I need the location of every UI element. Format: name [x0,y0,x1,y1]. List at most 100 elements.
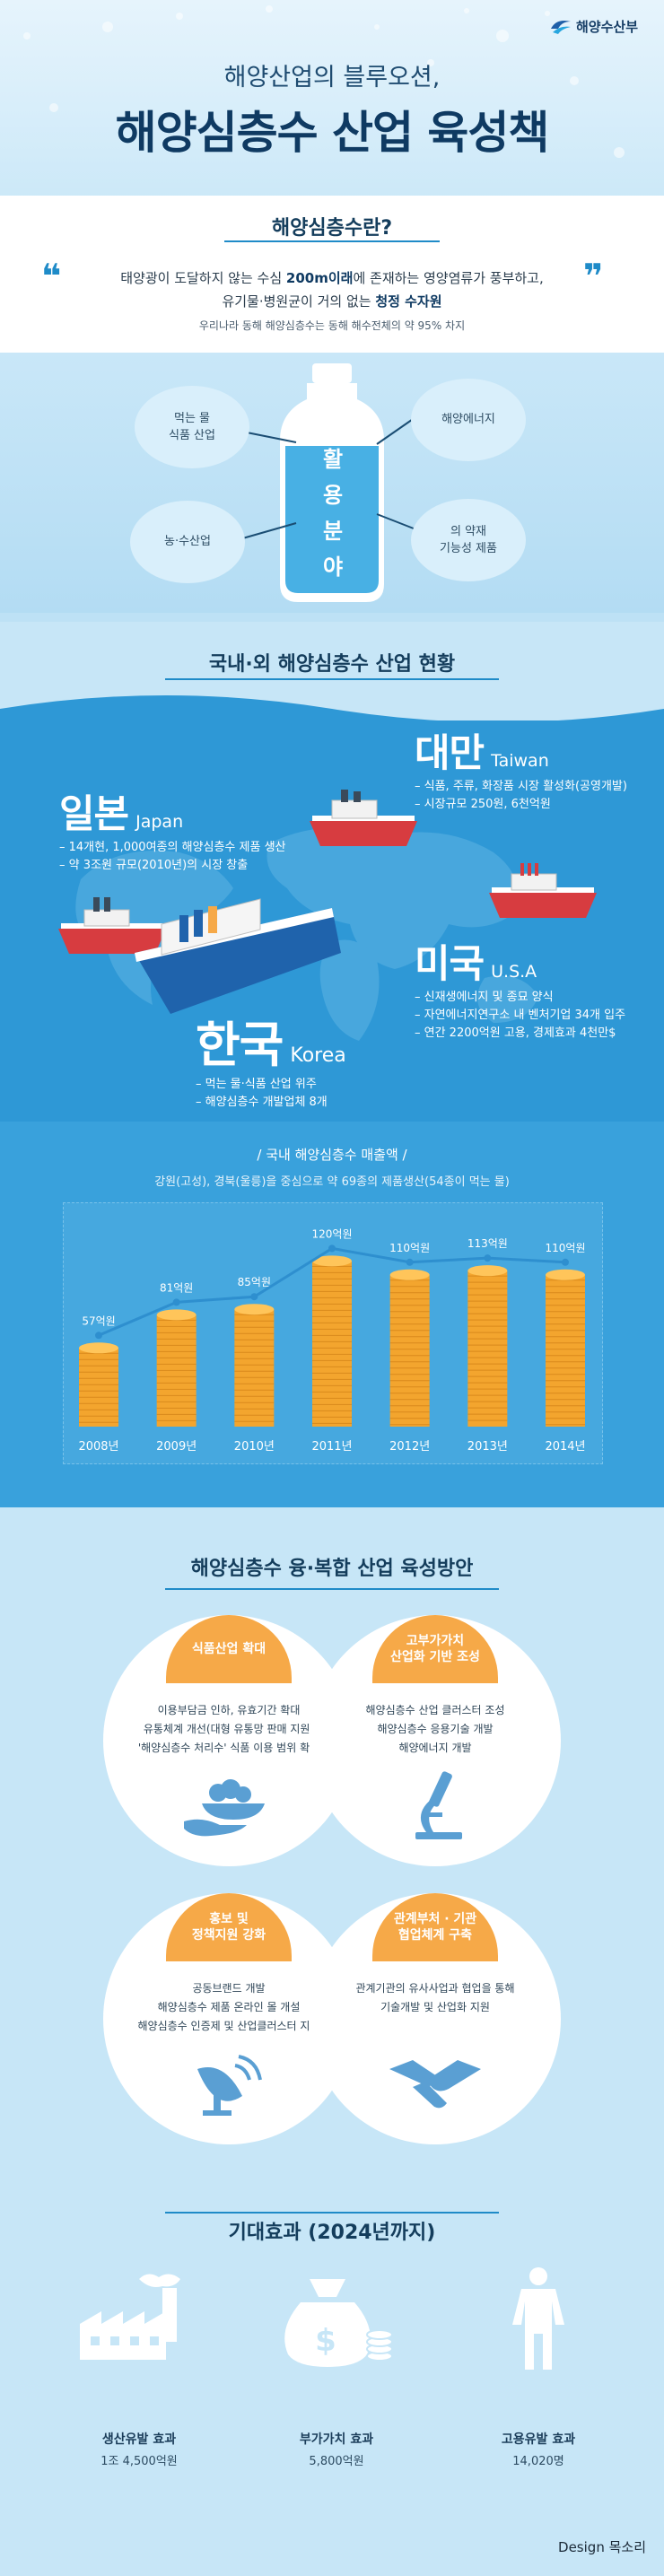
effects-title: 기대효과 (2024년까지) [228,2222,436,2244]
country-usa-line: – 자연에너지연구소 내 벤처기업 34개 입주 [415,1009,626,1023]
title-underline [165,1588,499,1590]
chart-bar [312,1255,352,1427]
intro-band [0,196,664,353]
chart-point [562,1258,569,1266]
chart-point [484,1254,492,1262]
quote-close-icon: ❞ [583,257,604,296]
chart-bar [389,1269,430,1427]
chart-data-label: 110억원 [546,1242,586,1254]
header-subtitle: 해양산업의 블루오션, [223,64,441,92]
effect-value: 1조 4,500억원 [100,2455,178,2468]
spray-decoration [23,5,625,158]
chart-point [328,1244,336,1253]
quote-open-icon: ❝ [41,257,62,296]
sales-desc: 강원(고성), 경북(울릉)을 중심으로 약 69종의 제품생산(54종이 먹는… [154,1175,510,1189]
chart-bar [79,1342,118,1427]
country-korea: 한국 Korea – 먹는 물·식품 산업 위주 – 해양심층수 개발업체 8개 [196,1005,346,1112]
ship-japan-icon [58,897,166,954]
strategy-title: 해양심층수 융·복합 산업 육성방안 [190,1558,474,1580]
header-section [0,0,664,206]
usage-item-energy: 해양에너지 [411,379,526,461]
country-usa: 미국 U.S.A – 신재생에너지 및 종묘 양식 – 자연에너지연구소 내 벤처… [415,933,625,1043]
sales-title: / 국내 해양심층수 매출액 / [257,1147,407,1163]
chart-bar [467,1265,508,1427]
country-usa-line: – 연간 2200억원 고용, 경제효과 4천만$ [415,1026,616,1041]
ministry-emblem-icon [551,21,571,34]
usage-item-medicine: 의 약재 기능성 제품 [411,499,526,581]
strategy-panel: 관계부처 · 기관 협업체계 구축 관계기관의 유사사업과 협업을 통해 기술개… [310,1893,561,2144]
ship-taiwan-icon [310,790,417,846]
status-wave [0,695,664,736]
usage-bottle-svg [280,363,384,602]
country-taiwan-line: – 시장규모 250원, 6천억원 [415,798,551,812]
usage-connectors [232,415,419,542]
usage-item-agri: 농·수산업 [130,501,245,583]
country-japan-line: – 14개현, 1,000여종의 해양심층수 제품 생산 [59,841,286,854]
country-korea-name: 한국 [196,1017,284,1073]
effect-item: 고용유발 효과 14,020명 [449,2430,628,2468]
design-credit: Design 목소리 [558,2539,646,2555]
effect-label: 부가가치 효과 [299,2432,374,2447]
country-korea-line: – 먹는 물·식품 산업 위주 [196,1078,317,1091]
chart-data-label: 81억원 [160,1281,193,1294]
clean-highlight: 청정 수자원 [375,293,442,310]
effect-value: 5,800억원 [309,2455,364,2468]
ship-korea-icon [135,898,341,1014]
hand-bowl-icon [184,1779,265,1837]
title-underline [224,240,440,242]
chart-data-label: 57억원 [82,1314,115,1327]
country-usa-line: – 신재생에너지 및 종묘 양식 [415,991,554,1004]
brand-logo[interactable]: 해양수산부 [549,16,638,36]
effect-label: 고용유발 효과 [501,2432,576,2447]
chart-point [250,1293,258,1301]
page-title: 해양심층수 산업 육성책 [115,107,550,159]
title-underline [165,678,499,680]
money-bag-icon: $ [284,2279,393,2367]
country-usa-name: 미국 [415,942,485,987]
sales-chart: 57억원 2008년 81억원 2009년 85억원 2010년 120억원 2011년 110… [78,1227,586,1454]
chart-x-tick: 2008년 [78,1440,118,1454]
effect-item: 부가가치 효과 5,800억원 [247,2430,426,2468]
svg-text:$: $ [315,2323,336,2359]
chart-x-tick: 2013년 [467,1440,508,1454]
definition-text: 태양광이 도달하지 않는 수심 200m이래에 존재하는 영양염류가 풍부하고,… [81,267,583,335]
satellite-dish-icon [197,2055,262,2116]
chart-point [172,1298,180,1306]
effect-label: 생산유발 효과 [101,2432,177,2447]
depth-highlight: 200m이래 [285,270,354,286]
effect-value: 14,020명 [512,2455,564,2468]
chart-bar [546,1269,585,1427]
country-japan-line: – 약 3조원 규모(2010년)의 시장 창출 [59,859,249,873]
bottle-label: 활 용 분 야 [323,447,344,580]
chart-bar [156,1309,197,1427]
microscope-icon [415,1771,462,1839]
chart-point [95,1332,102,1340]
country-japan-name: 일본 [59,792,129,837]
worker-icon [512,2267,564,2370]
country-usa-en: U.S.A [491,962,537,982]
country-taiwan: 대만 Taiwan – 식품, 주류, 화장품 시장 활성화(공영개발) – 시장… [415,722,627,814]
chart-x-tick: 2012년 [389,1440,430,1454]
chart-point [406,1258,414,1266]
chart-data-label: 85억원 [238,1276,271,1288]
usage-item-food: 먹는 물 식품 산업 [135,386,249,468]
chart-data-label: 120억원 [312,1227,353,1240]
effects-section [0,2189,664,2576]
country-japan: 일본 Japan – 14개현, 1,000여종의 해양심층수 제품 생산 – 약… [59,783,286,875]
status-title: 국내·외 해양심층수 산업 현황 [208,653,456,676]
chart-x-tick: 2014년 [545,1440,585,1454]
chart-x-tick: 2010년 [234,1440,275,1454]
country-korea-line: – 해양심층수 개발업체 8개 [196,1096,328,1110]
country-taiwan-line: – 식품, 주류, 화장품 시장 활성화(공영개발) [415,780,627,793]
handshake-icon [389,2060,481,2109]
country-japan-en: Japan [135,812,184,832]
what-is-title: 해양심층수란? [271,217,393,240]
chart-data-label: 113억원 [467,1237,508,1250]
brand-name: 해양수산부 [576,18,639,35]
country-korea-en: Korea [290,1044,346,1067]
definition-note: 우리나라 동해 해양심층수는 동해 해수전체의 약 95% 차지 [198,319,466,332]
strategy-panel: 고부가가치 산업화 기반 조성 해양심층수 산업 클러스터 조성 해양심층수 응… [310,1615,561,1866]
ship-usa-icon [489,863,597,918]
title-underline [165,2212,499,2214]
chart-bar [234,1304,275,1427]
